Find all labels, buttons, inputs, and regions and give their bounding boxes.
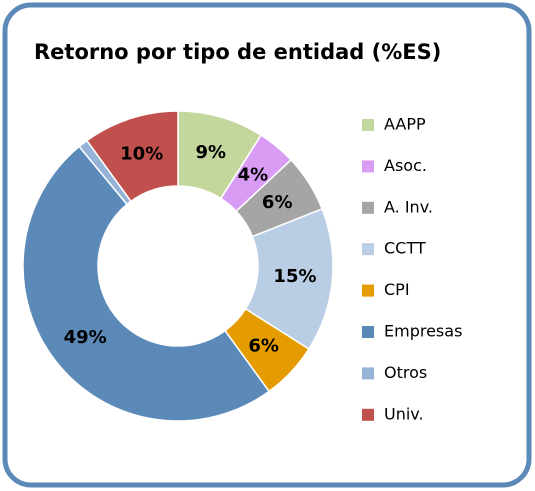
legend-text: Empresas: [384, 322, 462, 341]
data-label: 10%: [120, 143, 163, 164]
legend-text: AAPP: [384, 115, 426, 134]
legend-swatch: [362, 367, 374, 380]
donut-slice: [85, 110, 179, 203]
data-label: 6%: [248, 335, 279, 356]
legend-text: Univ.: [384, 404, 424, 423]
legend-swatch: [362, 201, 374, 214]
data-label: 49%: [64, 327, 107, 348]
legend-swatch: [362, 326, 374, 338]
legend-swatch: [362, 119, 374, 131]
legend-swatch: [362, 408, 374, 421]
legend-text: CPI: [384, 280, 410, 299]
legend-swatch: [362, 243, 374, 256]
legend-text: Otros: [384, 363, 427, 382]
legend-text: A. Inv.: [384, 197, 433, 216]
donut-slice: [22, 145, 271, 422]
data-label: 6%: [262, 192, 293, 213]
legend-swatch: [362, 160, 374, 173]
data-label: 4%: [238, 164, 269, 185]
legend-text: Asoc.: [384, 156, 427, 175]
data-label: 15%: [273, 266, 316, 287]
chart-title: Retorno por tipo de entidad (%ES): [34, 40, 441, 64]
legend-text: CCTT: [384, 239, 426, 258]
legend-swatch: [362, 284, 374, 297]
data-label: 9%: [196, 142, 227, 163]
